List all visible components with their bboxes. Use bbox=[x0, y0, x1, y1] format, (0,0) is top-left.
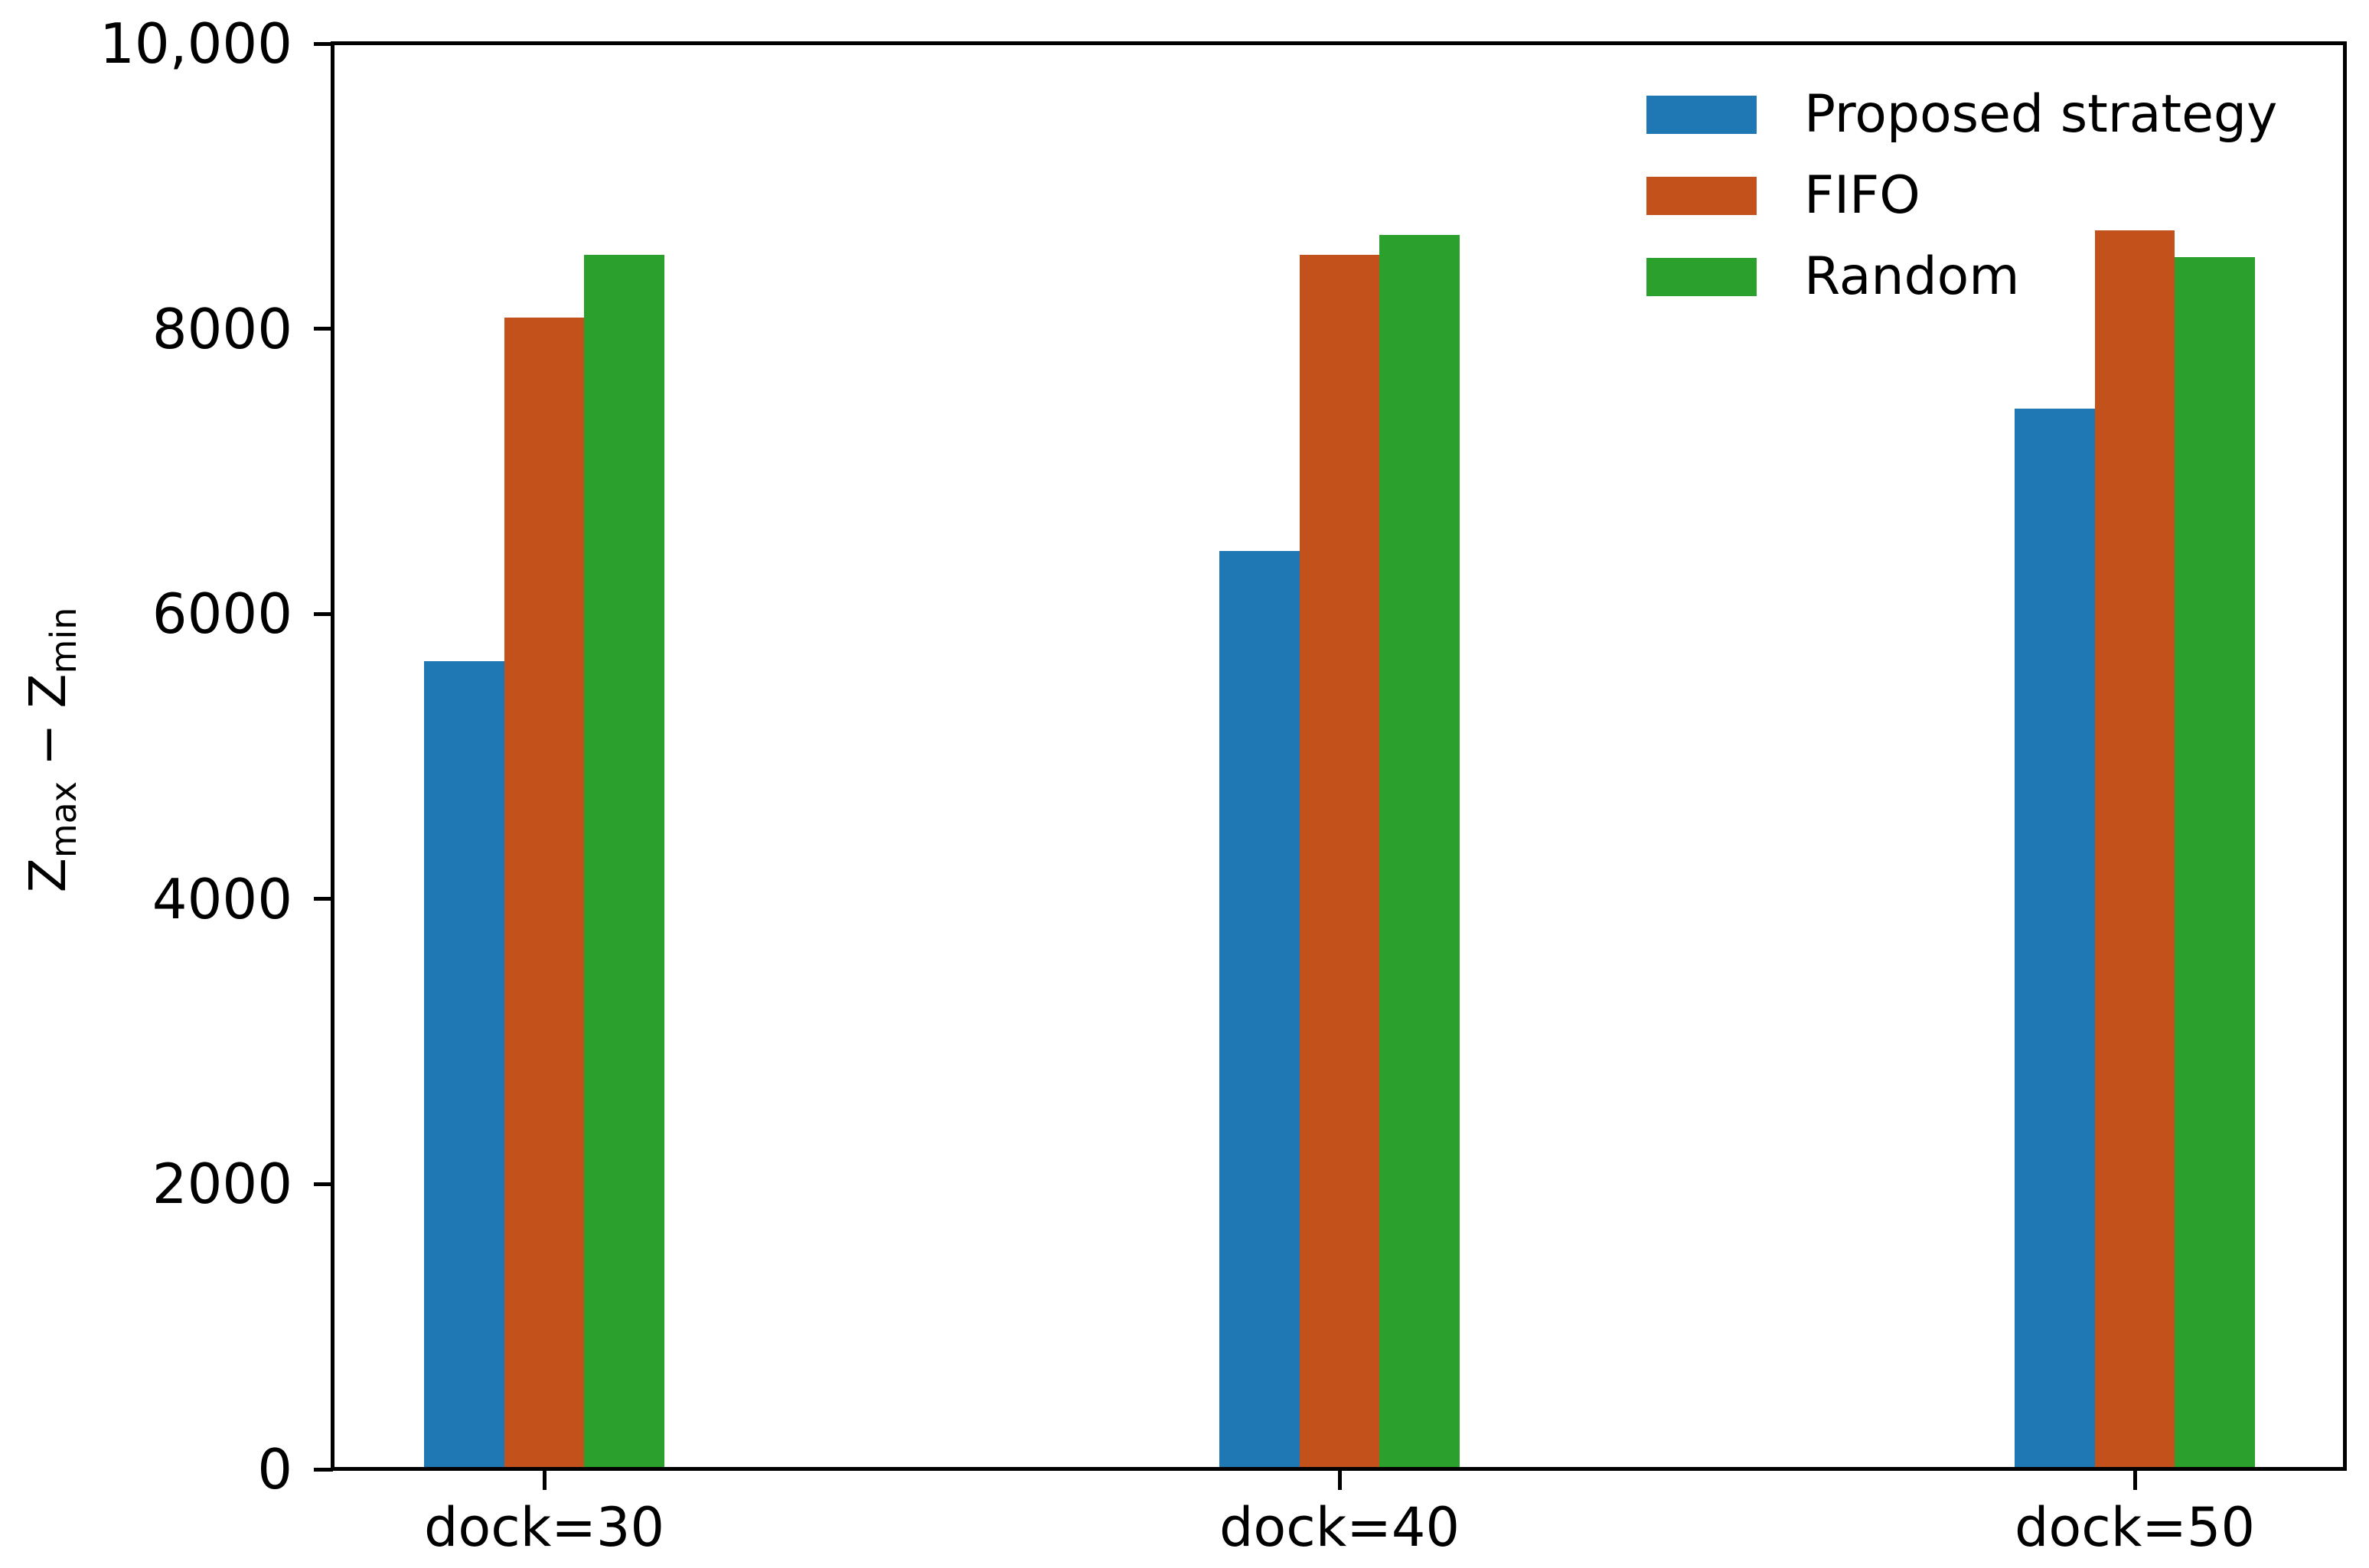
legend-label-fifo: FIFO bbox=[1804, 165, 1920, 226]
x-tick-mark-dock-30 bbox=[542, 1471, 547, 1490]
y-tick-mark-8000 bbox=[314, 327, 333, 331]
legend-row-random: Random bbox=[1646, 250, 2020, 304]
y-tick-mark-6000 bbox=[314, 611, 333, 616]
legend-row-fifo: FIFO bbox=[1646, 169, 1920, 223]
minus-sign: − bbox=[18, 723, 77, 766]
y-tick-mark-4000 bbox=[314, 897, 333, 901]
y-tick-mark-10000 bbox=[314, 41, 333, 46]
y-tick-mark-0 bbox=[314, 1467, 333, 1472]
bar-fifo-dock-30 bbox=[504, 317, 585, 1471]
x-tick-mark-dock-50 bbox=[2132, 1471, 2137, 1490]
x-tick-label-dock-40: dock=40 bbox=[1219, 1496, 1460, 1559]
y-tick-mark-2000 bbox=[314, 1182, 333, 1186]
bar-random-dock-40 bbox=[1379, 234, 1460, 1471]
ylabel-sub-max: max bbox=[43, 781, 84, 859]
legend-row-proposed-strategy: Proposed strategy bbox=[1646, 88, 2277, 142]
legend-swatch-fifo bbox=[1646, 177, 1757, 215]
y-axis-label: Zmax−Zmin bbox=[18, 608, 89, 893]
y-tick-label-2000: 2000 bbox=[152, 1152, 292, 1217]
bar-fifo-dock-50 bbox=[2094, 230, 2175, 1471]
y-tick-label-0: 0 bbox=[257, 1437, 292, 1501]
legend-label-random: Random bbox=[1804, 246, 2020, 307]
y-tick-label-10000: 10,000 bbox=[100, 11, 292, 76]
bar-fifo-dock-40 bbox=[1299, 254, 1380, 1471]
bar-proposed-strategy-dock-30 bbox=[424, 660, 504, 1471]
x-tick-mark-dock-40 bbox=[1337, 1471, 1342, 1490]
x-tick-label-dock-30: dock=30 bbox=[423, 1496, 664, 1559]
plot-area bbox=[331, 41, 2347, 1471]
legend-label-proposed-strategy: Proposed strategy bbox=[1804, 84, 2278, 145]
legend-swatch-proposed-strategy bbox=[1646, 96, 1757, 134]
legend-swatch-random bbox=[1646, 258, 1757, 296]
ylabel-z2: Z bbox=[18, 673, 77, 709]
bar-proposed-strategy-dock-40 bbox=[1219, 551, 1300, 1471]
bar-proposed-strategy-dock-50 bbox=[2015, 408, 2095, 1471]
y-tick-label-4000: 4000 bbox=[152, 866, 292, 931]
bar-random-dock-30 bbox=[584, 254, 664, 1471]
x-tick-label-dock-50: dock=50 bbox=[2014, 1496, 2255, 1559]
y-tick-label-8000: 8000 bbox=[152, 296, 292, 361]
bar-random-dock-50 bbox=[2175, 257, 2255, 1471]
y-tick-label-6000: 6000 bbox=[152, 582, 292, 647]
